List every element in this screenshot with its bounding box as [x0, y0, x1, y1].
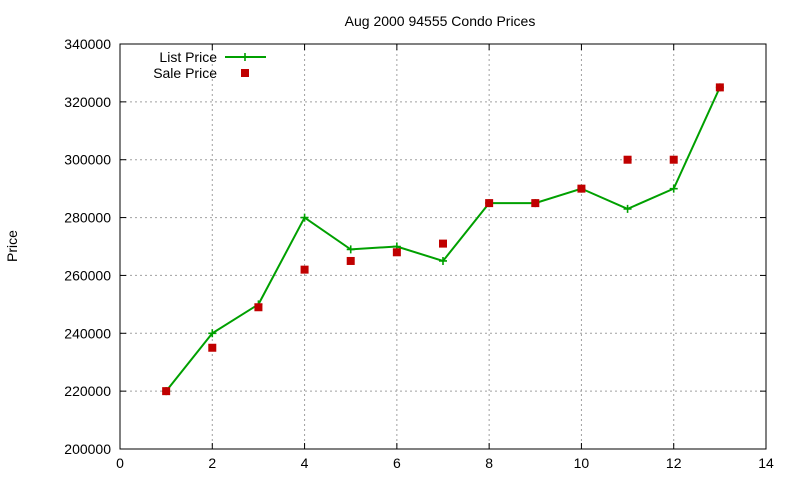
- sale-price-point: [669, 155, 678, 164]
- list-price-point: [208, 329, 217, 338]
- x-tick-label: 0: [116, 455, 124, 471]
- x-tick-label: 14: [758, 455, 774, 471]
- sale-price-point: [485, 199, 494, 208]
- legend-label: Sale Price: [153, 65, 217, 81]
- sale-price-point: [577, 184, 586, 193]
- sale-price-point: [162, 387, 171, 396]
- y-tick-label: 240000: [64, 325, 111, 341]
- y-tick-label: 280000: [64, 210, 111, 226]
- x-tick-label: 6: [393, 455, 401, 471]
- sale-price-point: [254, 303, 263, 312]
- chart-title: Aug 2000 94555 Condo Prices: [345, 13, 536, 29]
- list-price-point: [669, 184, 678, 193]
- sale-price-point: [715, 83, 724, 92]
- y-tick-label: 200000: [64, 441, 111, 457]
- list-price-line: [165, 86, 721, 392]
- y-tick-label: 260000: [64, 267, 111, 283]
- sale-price-point: [531, 199, 540, 208]
- list-price-point: [346, 245, 355, 254]
- legend-square-marker: [241, 69, 249, 77]
- legend-plus-marker: [241, 53, 249, 61]
- x-tick-label: 4: [301, 455, 309, 471]
- x-tick-label: 2: [208, 455, 216, 471]
- x-tick-label: 12: [666, 455, 682, 471]
- legend-label: List Price: [159, 49, 217, 65]
- axes: 0 2 4 6 8 10 12 14 200000 220000 240000 260000 28000…: [64, 36, 774, 471]
- y-tick-label: 220000: [64, 383, 111, 399]
- list-price-point: [439, 256, 447, 265]
- y-axis-label: Price: [4, 230, 20, 262]
- y-tick-label: 300000: [64, 152, 111, 168]
- plot-frame: [119, 43, 767, 450]
- list-price-point: [300, 213, 309, 222]
- list-price-point: [623, 204, 632, 213]
- x-tick-label: 10: [574, 455, 590, 471]
- sale-price-point: [623, 155, 632, 164]
- series-list-price: [162, 83, 724, 396]
- x-tick-label: 8: [485, 455, 493, 471]
- sale-price-point: [439, 239, 447, 248]
- sale-price-point: [300, 265, 309, 274]
- sale-price-point: [208, 343, 217, 352]
- series-sale-price: [162, 83, 724, 396]
- series: [162, 83, 724, 396]
- y-tick-label: 340000: [64, 36, 111, 52]
- sale-price-point: [392, 248, 401, 257]
- y-tick-label: 320000: [64, 94, 111, 110]
- sale-price-point: [346, 256, 355, 265]
